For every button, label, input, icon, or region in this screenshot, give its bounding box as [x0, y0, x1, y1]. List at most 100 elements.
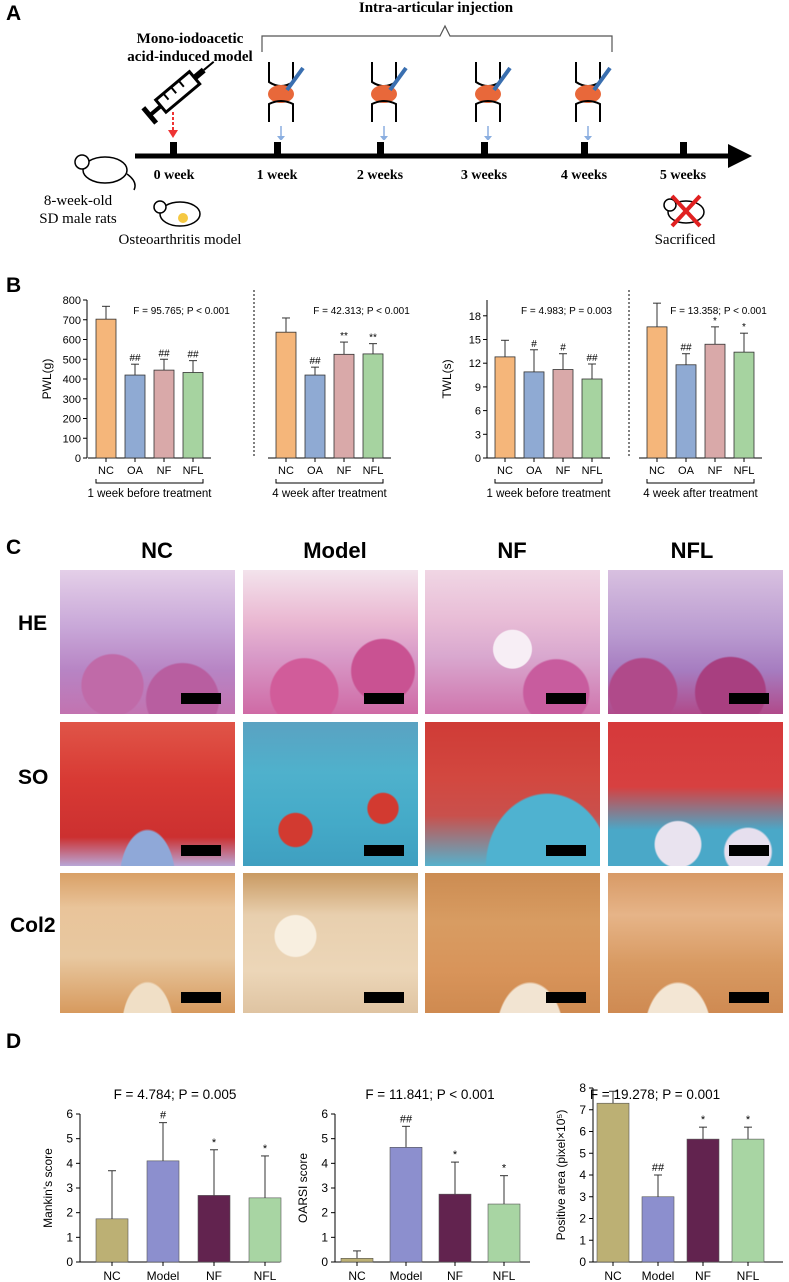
rats-label: 8-week-old SD male rats — [39, 193, 117, 227]
week-label: 5 weeks — [659, 168, 707, 183]
so-stain-image-nc — [60, 722, 235, 866]
mankin-score-chart: 0 1 2 3 4 5 6 Mankin's score F = 4.784; P = 0.00… — [41, 1087, 282, 1282]
knee-joint-icon — [575, 62, 612, 141]
y-tick-label: 1 — [321, 1230, 328, 1244]
significance-mark: ** — [340, 331, 348, 342]
bar — [248, 1197, 282, 1263]
col2-stain-image-model — [243, 873, 418, 1013]
joint-injection-icon-2 — [360, 60, 410, 141]
y-tick-label: 0 — [66, 1255, 73, 1269]
week-label: 4 weeks — [560, 168, 608, 183]
y-tick-label: 0 — [579, 1255, 586, 1269]
significance-mark: ## — [158, 348, 170, 359]
y-tick-label: 100 — [63, 433, 81, 445]
y-axis-label: Mankin's score — [41, 1148, 55, 1228]
y-tick-label: 3 — [321, 1181, 328, 1195]
he-stain-image-model — [243, 570, 418, 714]
x-tick-label: NFL — [734, 465, 755, 477]
significance-mark: # — [560, 343, 566, 354]
significance-mark: * — [701, 1114, 706, 1126]
y-tick-label: 12 — [469, 358, 481, 370]
y-tick-label: 0 — [321, 1255, 328, 1269]
col2-stain-image-nc — [60, 873, 235, 1013]
group-bracket — [275, 479, 384, 484]
knee-joint-icon — [371, 62, 408, 141]
x-tick-label: NC — [103, 1269, 121, 1282]
y-axis-label: Positive area (pixel×10⁵) — [554, 1110, 568, 1241]
y-tick-label: 18 — [469, 311, 481, 323]
bar — [675, 364, 697, 459]
syringe-icon — [141, 60, 215, 125]
column-header-model: Model — [303, 538, 367, 563]
x-tick-label: OA — [127, 465, 144, 477]
y-axis-label: PWL(g) — [40, 359, 54, 400]
y-tick-label: 300 — [63, 394, 81, 406]
significance-mark: * — [746, 1114, 751, 1126]
significance-mark: ## — [129, 353, 141, 364]
scale-bar — [364, 693, 404, 704]
y-tick-label: 600 — [63, 335, 81, 347]
bar — [95, 318, 117, 459]
y-tick-label: 6 — [579, 1125, 586, 1139]
y-tick-label: 4 — [321, 1156, 328, 1170]
x-tick-label: NFL — [493, 1269, 516, 1282]
x-tick-label: NFL — [254, 1269, 277, 1282]
y-tick-label: 4 — [66, 1156, 73, 1170]
oa-model-label: Osteoarthritis model — [118, 232, 242, 248]
bar — [275, 331, 297, 459]
scale-bar — [364, 845, 404, 856]
y-tick-label: 4 — [579, 1168, 586, 1182]
so-stain-image-model — [243, 722, 418, 866]
oarsi-score-chart: 0 1 2 3 4 5 6 OARSI score F = 11.841; P < 0.001 N… — [296, 1087, 530, 1282]
x-tick-label: OA — [526, 465, 543, 477]
scale-bar — [729, 845, 769, 856]
bar — [304, 374, 326, 459]
osteoarthritis-rat-icon — [153, 200, 201, 227]
sacrificed-rat-icon — [663, 194, 705, 228]
significance-mark: ## — [187, 350, 199, 361]
column-header-nc: NC — [141, 538, 173, 563]
bar — [340, 1258, 374, 1263]
bar — [124, 374, 146, 459]
week-label: 3 weeks — [460, 168, 508, 183]
y-tick-label: 3 — [475, 429, 481, 441]
he-stain-image-nf — [425, 570, 600, 714]
x-tick-label: NFL — [363, 465, 384, 477]
y-tick-label: 800 — [63, 295, 81, 307]
bar — [333, 353, 355, 459]
y-axis-label: OARSI score — [296, 1153, 310, 1223]
so-stain-image-nf — [425, 722, 600, 866]
week-label: 1 week — [256, 168, 298, 183]
bar — [731, 1138, 765, 1263]
group-bracket — [646, 479, 755, 484]
significance-mark: * — [453, 1149, 458, 1161]
scale-bar — [181, 693, 221, 704]
x-tick-label: NC — [497, 465, 513, 477]
significance-mark: * — [502, 1163, 507, 1175]
panel-label-a: A — [6, 2, 22, 25]
x-tick-label: NFL — [183, 465, 204, 477]
joint-injection-icon-1 — [257, 60, 307, 141]
y-tick-label: 700 — [63, 315, 81, 327]
pwl-chart: 0 100 200 300 400 500 600 700 800 PWL(g) NC ## OA ## N… — [40, 290, 410, 500]
group-label: 1 week before treatment — [87, 488, 212, 500]
bar — [686, 1138, 720, 1263]
bar — [704, 343, 726, 459]
he-stain-image-nc — [60, 570, 235, 714]
y-tick-label: 500 — [63, 354, 81, 366]
bar — [646, 326, 668, 459]
x-tick-label: NF — [157, 465, 172, 477]
chart-title: F = 11.841; P < 0.001 — [365, 1087, 494, 1102]
x-tick-label: OA — [678, 465, 695, 477]
bar — [596, 1102, 630, 1263]
chart-title: F = 4.784; P = 0.005 — [114, 1087, 237, 1102]
sacrificed-label: Sacrificed — [654, 232, 716, 248]
col2-stain-image-nf — [425, 873, 600, 1013]
week-label: 2 weeks — [356, 168, 404, 183]
stat-annotation: F = 42.313; P < 0.001 — [313, 306, 410, 317]
x-tick-label: NF — [447, 1269, 463, 1282]
chart-title: F = 19.278; P = 0.001 — [590, 1087, 720, 1102]
scale-bar — [181, 845, 221, 856]
bar — [362, 353, 384, 459]
stat-annotation: F = 95.765; P < 0.001 — [133, 306, 230, 317]
